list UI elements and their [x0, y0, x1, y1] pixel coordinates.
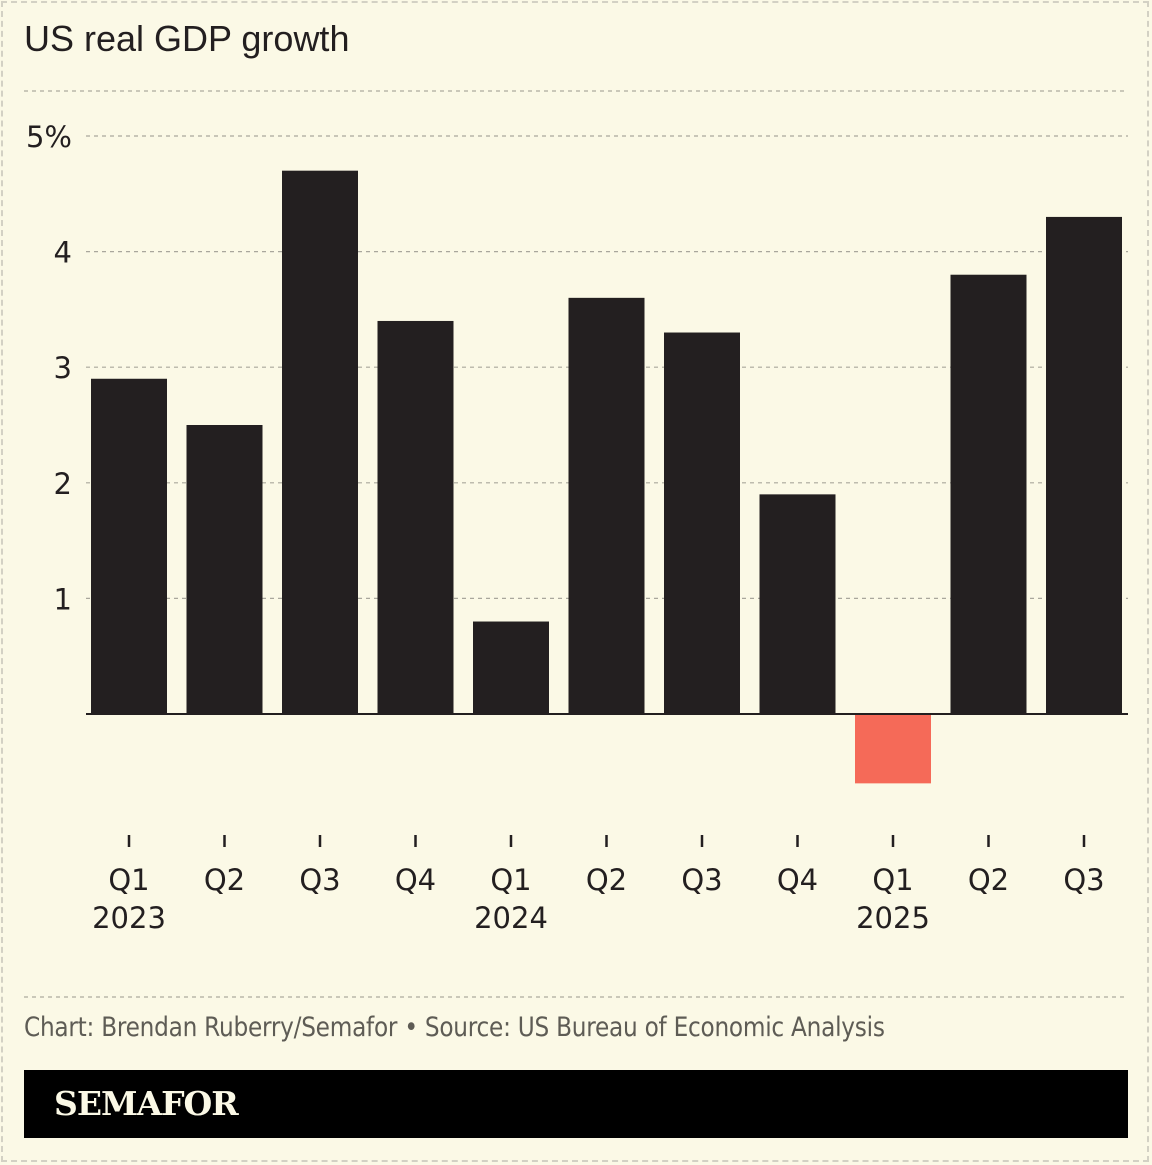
- bar: [759, 494, 836, 714]
- x-tick-label: Q2: [968, 863, 1009, 897]
- bar: [1046, 216, 1122, 715]
- x-tick-label: Q4: [395, 863, 436, 897]
- y-tick-label: 1: [54, 582, 72, 616]
- x-tick-label: Q2: [586, 863, 627, 897]
- x-tick-label: Q3: [299, 863, 340, 897]
- x-tick-label: Q1: [872, 863, 913, 897]
- bar: [473, 621, 549, 714]
- brand-bar: SEMAFOR: [24, 1070, 1128, 1138]
- bar: [186, 425, 263, 714]
- bar: [568, 297, 645, 714]
- y-tick-label: 3: [54, 351, 72, 385]
- x-tick-label: Q1: [108, 863, 149, 897]
- y-tick-label: 5%: [26, 120, 72, 154]
- bar: [377, 320, 454, 714]
- bar: [91, 378, 167, 714]
- bar-chart: 1 2 3 4 5% Q1 2023 Q2 Q3 Q4 Q1 2024 Q2 Q3 Q4 Q1 2025 Q2 Q3: [24, 90, 1128, 998]
- x-tick-label: Q3: [681, 863, 722, 897]
- source-note: Chart: Brendan Ruberry/Semafor • Source:…: [24, 1012, 885, 1043]
- bar: [950, 274, 1027, 714]
- bar: [664, 332, 740, 714]
- x-tick-year: 2025: [856, 901, 930, 935]
- semafor-logo: SEMAFOR: [54, 1084, 239, 1123]
- chart-title: US real GDP growth: [24, 18, 350, 59]
- x-tick-label: Q1: [490, 863, 531, 897]
- bar: [855, 714, 931, 784]
- y-tick-label: 4: [54, 236, 72, 270]
- x-tick-year: 2024: [474, 901, 548, 935]
- y-tick-label: 2: [54, 467, 72, 501]
- bar: [282, 170, 358, 714]
- x-tick-year: 2023: [92, 901, 166, 935]
- x-tick-label: Q3: [1063, 863, 1104, 897]
- x-tick-label: Q2: [204, 863, 245, 897]
- x-tick-label: Q4: [777, 863, 818, 897]
